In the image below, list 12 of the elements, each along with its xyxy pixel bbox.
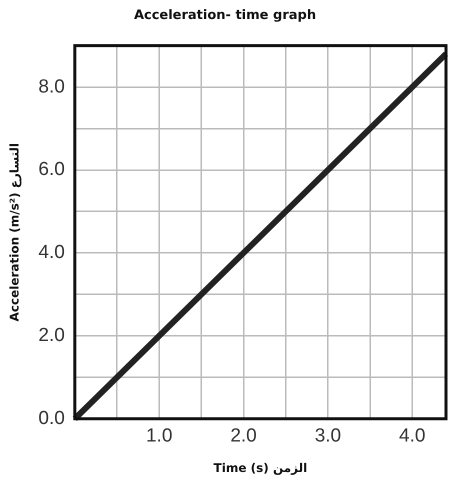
x-tick-label: 3.0 (314, 425, 342, 446)
y-tick-label: 2.0 (38, 325, 65, 346)
chart-title: Acceleration- time graph (134, 8, 316, 24)
y-tick-label: 6.0 (38, 159, 65, 180)
x-tick-label: 4.0 (399, 425, 426, 446)
x-tick-label: 2.0 (230, 425, 257, 446)
y-tick-label: 0.0 (38, 408, 65, 430)
y-tick-label: 4.0 (38, 242, 65, 264)
x-tick-label: 1.0 (146, 425, 172, 446)
y-axis-title: Acceleration (m/s²) التسارع (7, 142, 22, 322)
y-tick-label: 8.0 (38, 76, 65, 98)
x-axis-title: Time (s) الزمن (214, 460, 308, 475)
